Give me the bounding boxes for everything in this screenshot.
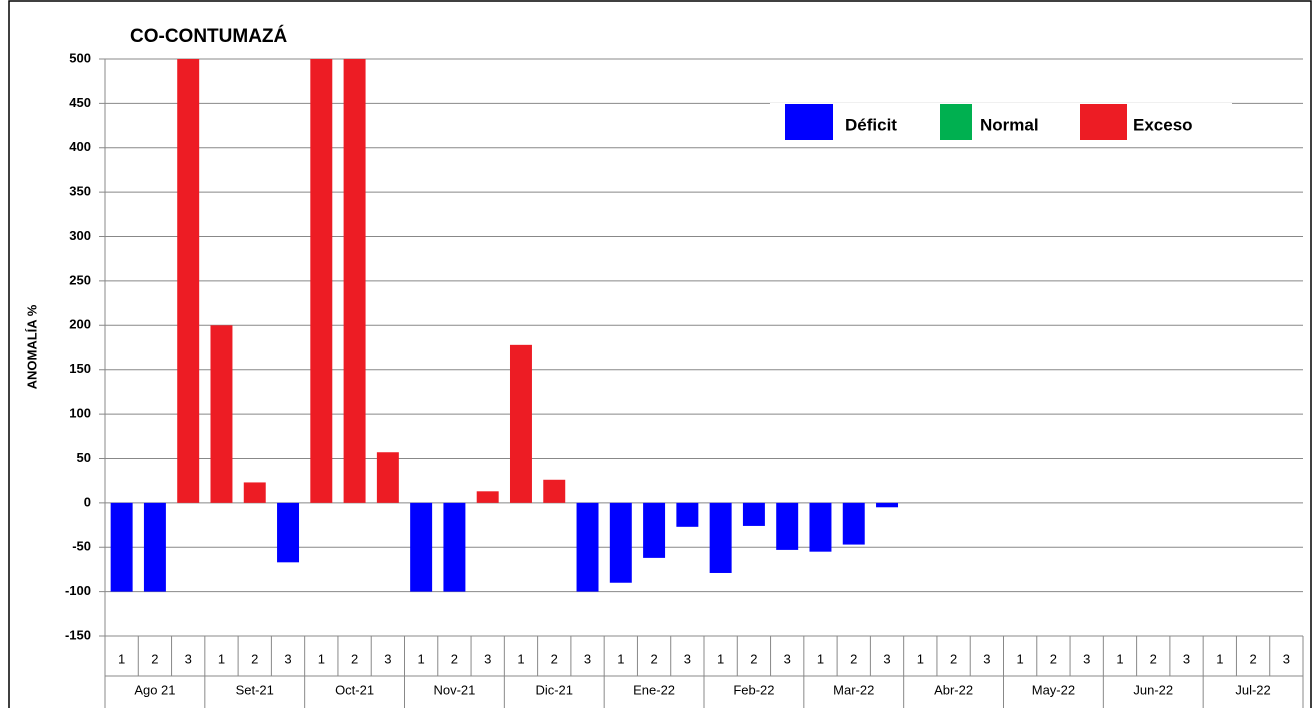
y-tick-label: -50: [72, 539, 91, 554]
x-tick-label: 1: [1216, 651, 1223, 666]
bar: [876, 502, 899, 508]
x-tick-label: 1: [418, 651, 425, 666]
legend-box: [770, 103, 1232, 147]
x-tick-label: 1: [118, 651, 125, 666]
x-tick-label: 3: [1283, 651, 1290, 666]
legend-swatch: [785, 104, 833, 140]
x-tick-label: 3: [484, 651, 491, 666]
y-tick-label: 350: [69, 184, 91, 199]
bar: [476, 491, 499, 503]
bar: [509, 344, 532, 503]
x-tick-label: 3: [284, 651, 291, 666]
legend-swatch: [1080, 104, 1127, 140]
x-group-label: Jun-22: [1133, 682, 1173, 697]
x-tick-label: 1: [517, 651, 524, 666]
y-tick-label: 100: [69, 406, 91, 421]
bar: [609, 502, 632, 583]
x-tick-label: 3: [1083, 651, 1090, 666]
x-tick-label: 2: [551, 651, 558, 666]
y-tick-label: -150: [65, 627, 91, 642]
x-group-label: Set-21: [236, 682, 274, 697]
bar: [210, 325, 233, 503]
legend-label: Normal: [980, 115, 1039, 134]
bar: [709, 502, 732, 573]
legend-label: Déficit: [845, 115, 897, 134]
bar: [543, 479, 566, 503]
x-tick-label: 1: [318, 651, 325, 666]
x-tick-label: 3: [384, 651, 391, 666]
x-group-label: Mar-22: [833, 682, 874, 697]
legend-swatch: [940, 104, 972, 140]
bar: [143, 502, 166, 592]
x-tick-label: 1: [717, 651, 724, 666]
x-tick-label: 2: [950, 651, 957, 666]
x-tick-label: 1: [917, 651, 924, 666]
bar: [376, 452, 399, 503]
x-tick-label: 1: [1116, 651, 1123, 666]
x-tick-label: 3: [983, 651, 990, 666]
x-tick-label: 3: [1183, 651, 1190, 666]
y-tick-label: 400: [69, 139, 91, 154]
x-tick-label: 1: [1017, 651, 1024, 666]
x-tick-label: 2: [351, 651, 358, 666]
x-tick-label: 2: [1150, 651, 1157, 666]
x-tick-label: 2: [451, 651, 458, 666]
x-group-label: Nov-21: [433, 682, 475, 697]
bar: [410, 502, 433, 592]
y-tick-label: 500: [69, 50, 91, 65]
bar: [277, 502, 300, 563]
y-tick-label: 0: [84, 494, 91, 509]
bar: [809, 502, 832, 552]
bar: [742, 502, 765, 526]
y-tick-label: 200: [69, 317, 91, 332]
x-tick-label: 1: [617, 651, 624, 666]
bar: [310, 59, 333, 503]
x-group-label: May-22: [1032, 682, 1075, 697]
x-group-label: Ago 21: [134, 682, 175, 697]
x-tick-label: 2: [1249, 651, 1256, 666]
bar: [443, 502, 466, 592]
x-tick-label: 2: [850, 651, 857, 666]
x-tick-label: 2: [151, 651, 158, 666]
x-tick-label: 3: [784, 651, 791, 666]
x-group-label: Ene-22: [633, 682, 675, 697]
bar: [177, 59, 200, 503]
x-group-label: Dic-21: [535, 682, 573, 697]
y-tick-label: -100: [65, 583, 91, 598]
x-group-label: Oct-21: [335, 682, 374, 697]
x-group-label: Jul-22: [1235, 682, 1270, 697]
x-tick-label: 3: [883, 651, 890, 666]
y-axis-title: ANOMALÍA %: [24, 304, 39, 389]
x-tick-label: 2: [1050, 651, 1057, 666]
bar: [110, 502, 133, 592]
bar: [776, 502, 799, 550]
x-tick-label: 1: [218, 651, 225, 666]
y-tick-label: 50: [77, 450, 91, 465]
x-tick-label: 3: [185, 651, 192, 666]
y-tick-label: 150: [69, 361, 91, 376]
x-group-label: Feb-22: [733, 682, 774, 697]
legend-label: Exceso: [1133, 115, 1193, 134]
x-tick-label: 2: [750, 651, 757, 666]
bar: [343, 59, 366, 503]
bar: [643, 502, 666, 558]
y-tick-label: 450: [69, 95, 91, 110]
bar: [676, 502, 699, 527]
x-group-label: Abr-22: [934, 682, 973, 697]
x-tick-label: 3: [684, 651, 691, 666]
bar: [842, 502, 865, 545]
x-tick-label: 3: [584, 651, 591, 666]
bar: [243, 482, 266, 503]
x-tick-label: 2: [650, 651, 657, 666]
chart-title: CO-CONTUMAZÁ: [130, 25, 288, 47]
bar: [576, 502, 599, 592]
x-tick-label: 1: [817, 651, 824, 666]
x-tick-label: 2: [251, 651, 258, 666]
y-tick-label: 300: [69, 228, 91, 243]
y-tick-label: 250: [69, 272, 91, 287]
